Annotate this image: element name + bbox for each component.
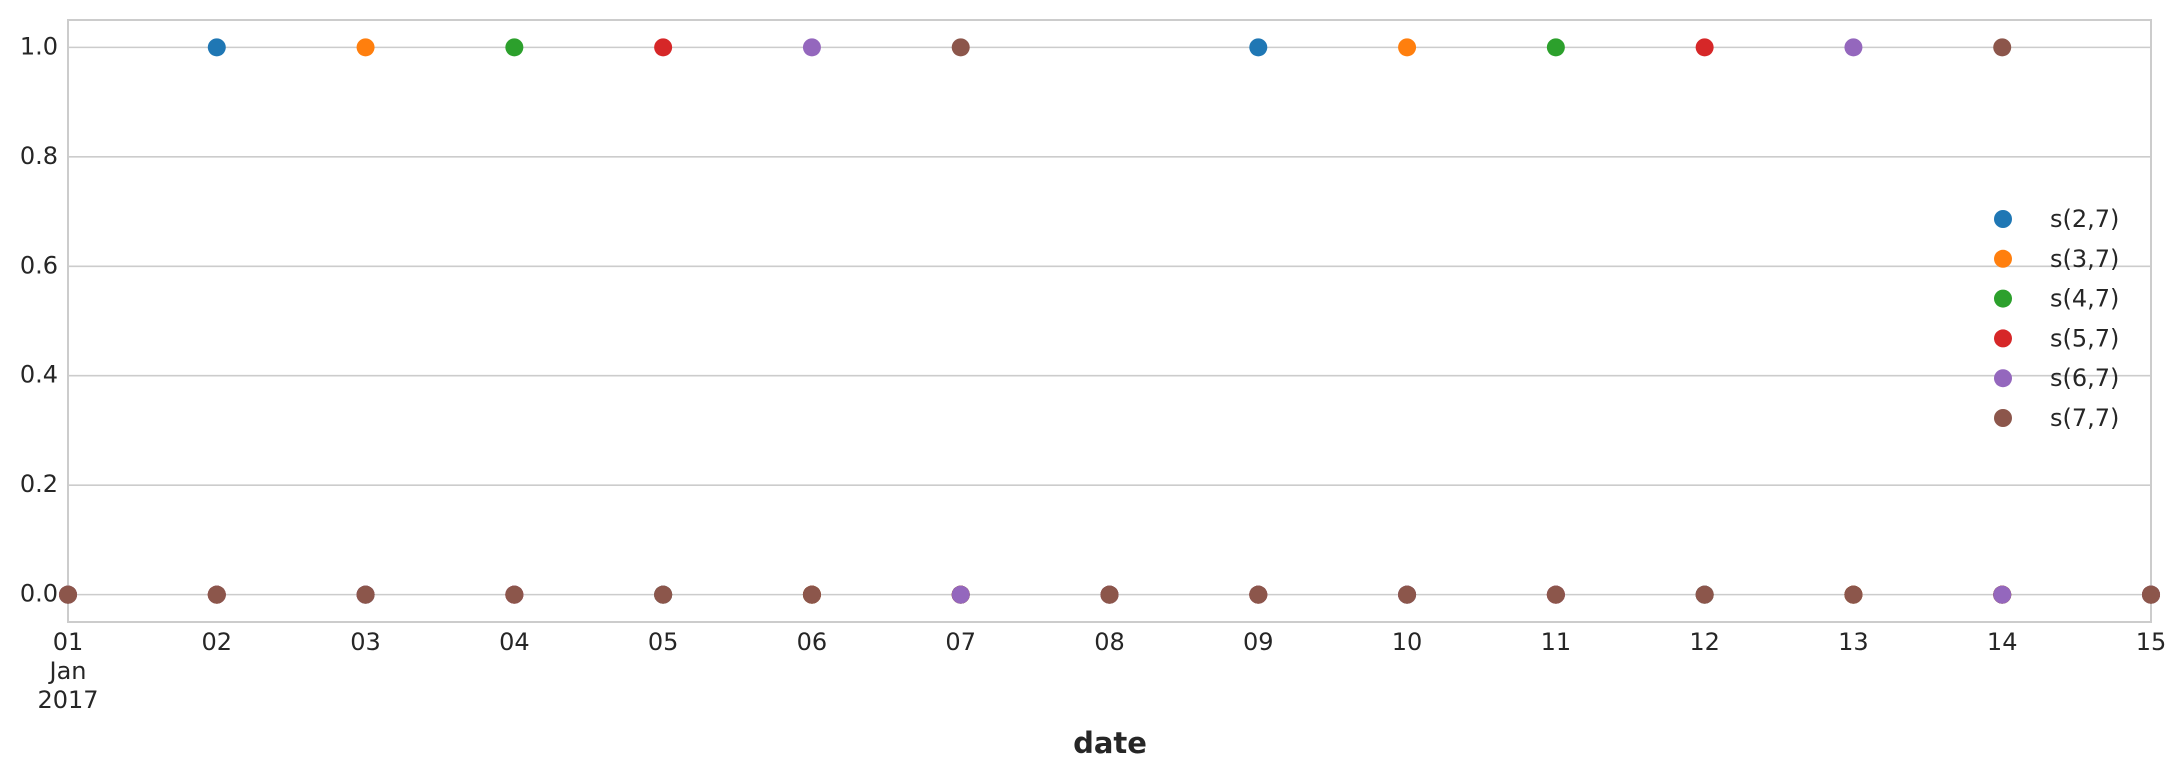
legend-marker xyxy=(1994,409,2012,427)
point xyxy=(951,38,970,57)
point xyxy=(1100,585,1119,604)
point xyxy=(356,585,375,604)
x-tick-label: 15 xyxy=(2135,628,2167,656)
legend-label: s(2,7) xyxy=(2050,205,2119,233)
x-tick-label: 06 xyxy=(796,628,828,656)
point xyxy=(1398,38,1417,57)
legend-marker xyxy=(1994,329,2012,348)
legend-label: s(3,7) xyxy=(2050,245,2119,273)
x-tick-label: 04 xyxy=(499,628,530,656)
y-tick-label: 0.6 xyxy=(20,251,58,279)
x-tick-label: 13 xyxy=(1838,628,1869,656)
point xyxy=(356,38,375,57)
x-tick-label: 08 xyxy=(1094,628,1125,656)
point xyxy=(1546,38,1565,57)
legend-label: s(6,7) xyxy=(2050,364,2119,392)
point xyxy=(654,38,673,57)
point xyxy=(1993,38,2012,57)
legend-marker xyxy=(1994,289,2012,308)
x-tick-label: 05 xyxy=(647,628,679,656)
point xyxy=(802,38,821,57)
x-tick-label: 14 xyxy=(1986,628,2018,656)
y-tick-label: 0.4 xyxy=(20,361,58,389)
x-tick-label: 03 xyxy=(350,628,381,656)
x-tick-label: 01 Jan 2017 xyxy=(37,628,99,714)
y-tick-label: 1.0 xyxy=(20,32,58,60)
point xyxy=(1844,585,1863,604)
point xyxy=(59,585,77,604)
point xyxy=(207,585,226,604)
x-tick-label: 11 xyxy=(1540,628,1572,656)
legend-marker xyxy=(1994,249,2012,268)
x-tick-label: 12 xyxy=(1689,628,1720,656)
point xyxy=(1695,38,1714,57)
point xyxy=(802,585,821,604)
point xyxy=(505,38,524,57)
x-tick-label: 07 xyxy=(945,628,976,656)
x-tick-label: 02 xyxy=(201,628,233,656)
point xyxy=(654,585,673,604)
legend-label: s(7,7) xyxy=(2050,404,2119,432)
legend-marker xyxy=(1994,210,2012,228)
point xyxy=(1249,38,1268,57)
point xyxy=(1546,585,1565,604)
point xyxy=(1695,585,1714,604)
point xyxy=(1844,38,1863,57)
y-tick-label: 0.0 xyxy=(20,580,58,608)
x-tick-label: 09 xyxy=(1243,628,1274,656)
point xyxy=(1249,585,1268,604)
legend-label: s(4,7) xyxy=(2050,285,2119,313)
legend-marker xyxy=(1994,369,2012,388)
point xyxy=(2142,585,2160,604)
x-tick-label: 10 xyxy=(1391,628,1423,656)
point xyxy=(1398,585,1417,604)
point xyxy=(505,585,524,604)
point xyxy=(951,585,970,604)
point xyxy=(1993,585,2012,604)
y-tick-label: 0.8 xyxy=(20,142,58,170)
point xyxy=(207,38,226,57)
y-tick-label: 0.2 xyxy=(20,470,58,498)
legend-label: s(5,7) xyxy=(2050,324,2119,352)
plot-frame xyxy=(67,19,2152,623)
x-axis-label: date xyxy=(1073,726,1147,760)
